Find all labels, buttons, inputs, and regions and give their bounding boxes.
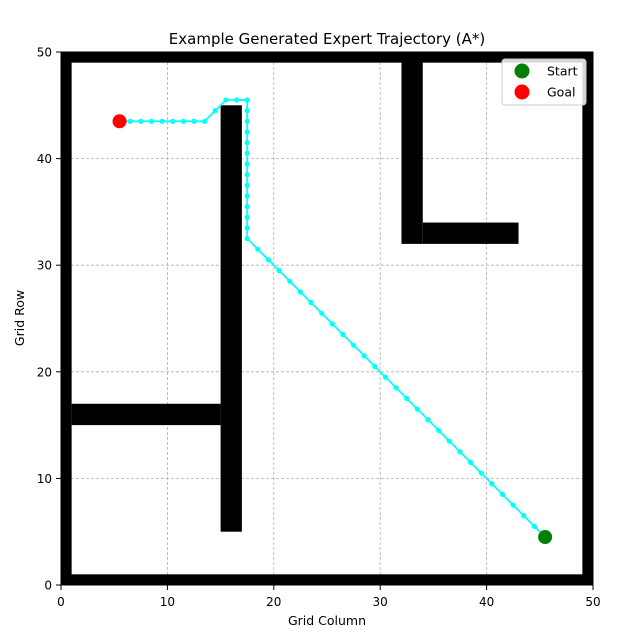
x-tick-label: 20 (266, 595, 281, 609)
trajectory-point (297, 289, 303, 295)
trajectory-point (244, 97, 250, 103)
y-axis-label: Grid Row (12, 290, 27, 346)
trajectory-point (212, 108, 218, 114)
trajectory-point (244, 171, 250, 178)
trajectory-point (446, 438, 452, 444)
trajectory-point (159, 118, 165, 124)
start-marker (538, 530, 553, 545)
trajectory-point (223, 97, 229, 103)
trajectory-point (276, 267, 282, 274)
obstacle-block (61, 52, 72, 585)
trajectory-point (457, 449, 463, 455)
trajectory-point (436, 427, 442, 434)
trajectory-point (319, 310, 325, 316)
x-tick-label: 50 (585, 595, 600, 609)
trajectory-point (478, 470, 484, 476)
trajectory-point (255, 246, 261, 252)
trajectory-point (287, 278, 293, 284)
trajectory-point (244, 161, 250, 167)
trajectory-point (244, 150, 250, 156)
trajectory-point (244, 140, 250, 146)
obstacle-block (582, 52, 593, 585)
trajectory-point (244, 182, 250, 188)
legend-start-marker (514, 63, 530, 79)
obstacles (61, 52, 593, 585)
trajectory-point (414, 406, 421, 412)
x-axis-label: Grid Column (288, 613, 366, 628)
trajectory-point (468, 459, 474, 466)
trajectory-point (148, 118, 155, 124)
trajectory-point (499, 491, 506, 497)
trajectory-point (393, 385, 399, 391)
endpoints (112, 114, 553, 545)
trajectory-point (233, 97, 240, 103)
trajectory-point (329, 321, 335, 327)
trajectory-point (340, 331, 346, 338)
legend-goal-marker (514, 84, 530, 100)
chart-title: Example Generated Expert Trajectory (A*) (169, 30, 485, 48)
trajectory-point (351, 342, 357, 348)
legend: Start Goal (501, 58, 587, 106)
trajectory-point (372, 363, 378, 370)
legend-start-label: Start (547, 64, 578, 79)
y-tick-label: 10 (37, 472, 52, 486)
y-tick-label: 50 (37, 46, 52, 60)
trajectory-point (265, 257, 272, 263)
y-tick-label: 30 (37, 259, 52, 273)
trajectory-point (244, 108, 250, 114)
axes-border (60, 51, 594, 586)
x-tick-label: 0 (57, 595, 65, 609)
trajectory-point (244, 118, 250, 124)
trajectory-point (244, 214, 250, 220)
trajectory-point (244, 193, 250, 199)
trajectory-point (244, 203, 250, 210)
trajectory-point (531, 523, 538, 529)
obstacle-block (61, 574, 593, 585)
y-tick-label: 0 (44, 579, 52, 593)
trajectory-point (489, 481, 495, 487)
trajectory-point (202, 118, 208, 124)
trajectory-point (308, 299, 314, 306)
trajectory-point (244, 235, 250, 242)
trajectory-point (510, 502, 516, 508)
trajectory-point (521, 513, 527, 519)
trajectory-point (361, 353, 367, 359)
trajectory-point (425, 417, 431, 423)
trajectory-point (404, 395, 410, 402)
y-tick-label: 20 (37, 365, 52, 379)
trajectory-point (127, 118, 133, 124)
trajectory-point (180, 118, 186, 124)
ticks: 0 10 20 30 40 50 0 10 20 30 40 50 (37, 46, 601, 610)
trajectory-point (191, 118, 197, 124)
trajectory-point (244, 129, 250, 135)
obstacle-block (401, 52, 423, 244)
obstacle-block (61, 52, 593, 63)
x-tick-label: 10 (160, 595, 175, 609)
trajectory-point (170, 118, 176, 124)
axes-frame (60, 51, 594, 586)
x-tick-label: 30 (373, 595, 388, 609)
trajectory-point (382, 374, 389, 380)
legend-goal-label: Goal (547, 85, 575, 100)
obstacle-block (71, 403, 221, 426)
y-tick-label: 40 (37, 152, 52, 166)
trajectory-point (138, 118, 144, 124)
trajectory (116, 97, 548, 540)
trajectory-point (244, 225, 250, 231)
obstacle-block (422, 222, 519, 244)
x-tick-label: 40 (479, 595, 494, 609)
goal-marker (112, 114, 127, 129)
obstacle-block (220, 105, 242, 532)
